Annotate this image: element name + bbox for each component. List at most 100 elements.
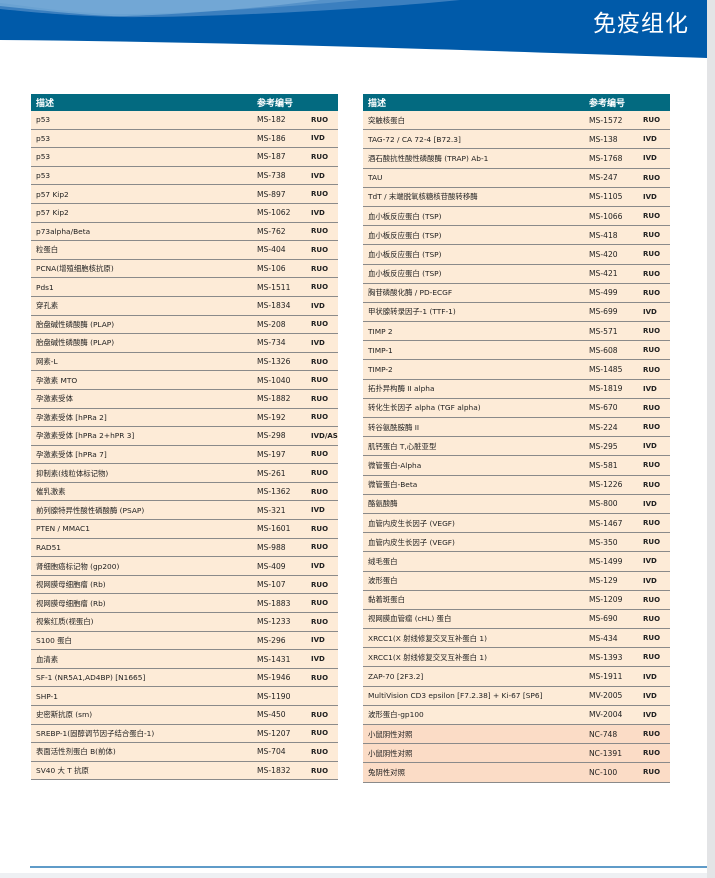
- table-row: 波形蛋白 MS-129 IVD: [363, 571, 670, 591]
- table-row: TIMP 2 MS-571 RUO: [363, 321, 670, 342]
- cell-class: IVD: [638, 666, 670, 687]
- cell-class: RUO: [638, 225, 670, 246]
- cell-class: RUO: [306, 147, 338, 167]
- cell-description: 肌钙蛋白 T,心脏亚型: [363, 436, 584, 457]
- cell-reference: MS-1832: [252, 761, 306, 781]
- cell-class: IVD: [638, 379, 670, 399]
- cell-reference: MS-897: [252, 184, 306, 204]
- table-row: 血小板反应蛋白 (TSP) MS-418 RUO: [363, 225, 670, 246]
- table-row: 血清素 MS-1431 IVD: [31, 649, 338, 669]
- table-row: p73alpha/Beta MS-762 RUO: [31, 222, 338, 242]
- cell-description: 拓扑异构酶 II alpha: [363, 379, 584, 399]
- cell-class: RUO: [306, 445, 338, 465]
- table-row: TAG-72 / CA 72-4 [B72.3] MS-138 IVD: [363, 129, 670, 150]
- footer-divider: [30, 866, 707, 868]
- table-row: Pds1 MS-1511 RUO: [31, 277, 338, 297]
- table-row: RAD51 MS-988 RUO: [31, 538, 338, 558]
- cell-reference: MS-420: [584, 244, 638, 265]
- cell-reference: MS-418: [584, 225, 638, 246]
- table-row: S100 蛋白 MS-296 IVD: [31, 631, 338, 651]
- cell-class: RUO: [638, 398, 670, 419]
- cell-reference: MS-295: [584, 436, 638, 457]
- cell-class: RUO: [306, 370, 338, 390]
- cell-class: RUO: [306, 612, 338, 632]
- cell-class: RUO: [306, 593, 338, 614]
- cell-class: IVD: [306, 556, 338, 576]
- cell-class: RUO: [306, 184, 338, 204]
- cell-reference: MS-1431: [252, 649, 306, 669]
- cell-class: RUO: [306, 538, 338, 558]
- table-row: TIMP-1 MS-608 RUO: [363, 340, 670, 361]
- cell-class: RUO: [638, 647, 670, 668]
- table-row: 血小板反应蛋白 (TSP) MS-420 RUO: [363, 244, 670, 265]
- cell-description: p53: [31, 129, 252, 149]
- table-row: 拓扑异构酶 II alpha MS-1819 IVD: [363, 379, 670, 399]
- cell-class: RUO: [306, 222, 338, 242]
- table-row: 酒石酸抗性酸性磷酸酶 (TRAP) Ab-1 MS-1768 IVD: [363, 148, 670, 169]
- scrollbar-track[interactable]: [707, 0, 715, 878]
- cell-description: 兔阴性对照: [363, 762, 584, 783]
- cell-reference: MS-261: [252, 463, 306, 483]
- cell-description: 胸苷磷酸化酶 / PD-ECGF: [363, 283, 584, 303]
- cell-reference: MS-450: [252, 705, 306, 725]
- table-row: 微管蛋白-Beta MS-1226 RUO: [363, 475, 670, 495]
- cell-reference: MS-138: [584, 129, 638, 150]
- cell-description: SREBP-1(固醇调节因子结合蛋白-1): [31, 724, 252, 744]
- footer-strip: [0, 873, 715, 878]
- cell-reference: MS-1911: [584, 666, 638, 687]
- cell-reference: MS-1572: [584, 111, 638, 131]
- cell-reference: MS-350: [584, 532, 638, 553]
- banner-wave-graphic: [0, 0, 707, 58]
- cell-description: 血清素: [31, 649, 252, 669]
- cell-class: IVD: [638, 148, 670, 169]
- cell-class: RUO: [306, 277, 338, 297]
- cell-reference: MS-1601: [252, 519, 306, 539]
- cell-reference: NC-748: [584, 724, 638, 745]
- cell-description: 血小板反应蛋白 (TSP): [363, 264, 584, 284]
- cell-class: RUO: [638, 513, 670, 534]
- cell-class: IVD: [638, 129, 670, 150]
- table-row: 粒蛋白 MS-404 RUO: [31, 240, 338, 260]
- cell-description: p57 Kip2: [31, 184, 252, 204]
- cell-class: IVD: [306, 631, 338, 651]
- cell-description: TAU: [363, 168, 584, 188]
- cell-description: 转化生长因子 alpha (TGF alpha): [363, 398, 584, 419]
- cell-reference: MS-298: [252, 426, 306, 446]
- cell-class: RUO: [638, 168, 670, 188]
- cell-class: RUO: [638, 359, 670, 380]
- table-body: p53 MS-182 RUO p53 MS-186 IVD p53 MS-187 RUO p53 M…: [31, 111, 338, 781]
- cell-description: 粒蛋白: [31, 240, 252, 260]
- table-row: 突触核蛋白 MS-1572 RUO: [363, 111, 670, 131]
- cell-description: p53: [31, 111, 252, 130]
- table-row: PCNA(增殖细胞核抗原) MS-106 RUO: [31, 259, 338, 279]
- cell-class: RUO: [306, 240, 338, 260]
- cell-class: IVD: [638, 571, 670, 591]
- cell-description: S100 蛋白: [31, 631, 252, 651]
- table-row: p53 MS-738 IVD: [31, 166, 338, 186]
- cell-reference: MS-208: [252, 315, 306, 335]
- cell-reference: MS-1190: [252, 686, 306, 706]
- cell-description: 孕激素受体 [hPRa 2]: [31, 408, 252, 428]
- cell-reference: MS-1040: [252, 370, 306, 390]
- cell-description: PTEN / MMAC1: [31, 519, 252, 539]
- table-row: 转化生长因子 alpha (TGF alpha) MS-670 RUO: [363, 398, 670, 419]
- column-header-description: 描述: [363, 94, 584, 111]
- cell-class: IVD/ASR: [306, 426, 338, 446]
- cell-class: RUO: [638, 590, 670, 610]
- page-title: 免疫组化: [593, 11, 689, 37]
- cell-description: 血管内皮生长因子 (VEGF): [363, 532, 584, 553]
- cell-class: RUO: [306, 315, 338, 335]
- cell-reference: MS-434: [584, 628, 638, 649]
- cell-description: 史密斯抗原 (sm): [31, 705, 252, 725]
- cell-class: RUO: [638, 532, 670, 553]
- table-row: 孕激素受体 MS-1882 RUO: [31, 389, 338, 409]
- cell-class: IVD: [638, 494, 670, 514]
- cell-reference: MS-499: [584, 283, 638, 303]
- table-row: 胸苷磷酸化酶 / PD-ECGF MS-499 RUO: [363, 283, 670, 303]
- cell-class: RUO: [306, 463, 338, 483]
- cell-description: SHP-1: [31, 686, 252, 706]
- cell-description: TdT / 末端脱氧核糖核苷酸转移酶: [363, 187, 584, 207]
- table-body: 突触核蛋白 MS-1572 RUO TAG-72 / CA 72-4 [B72.3] M…: [363, 111, 670, 783]
- table-row: 肌钙蛋白 T,心脏亚型 MS-295 IVD: [363, 436, 670, 457]
